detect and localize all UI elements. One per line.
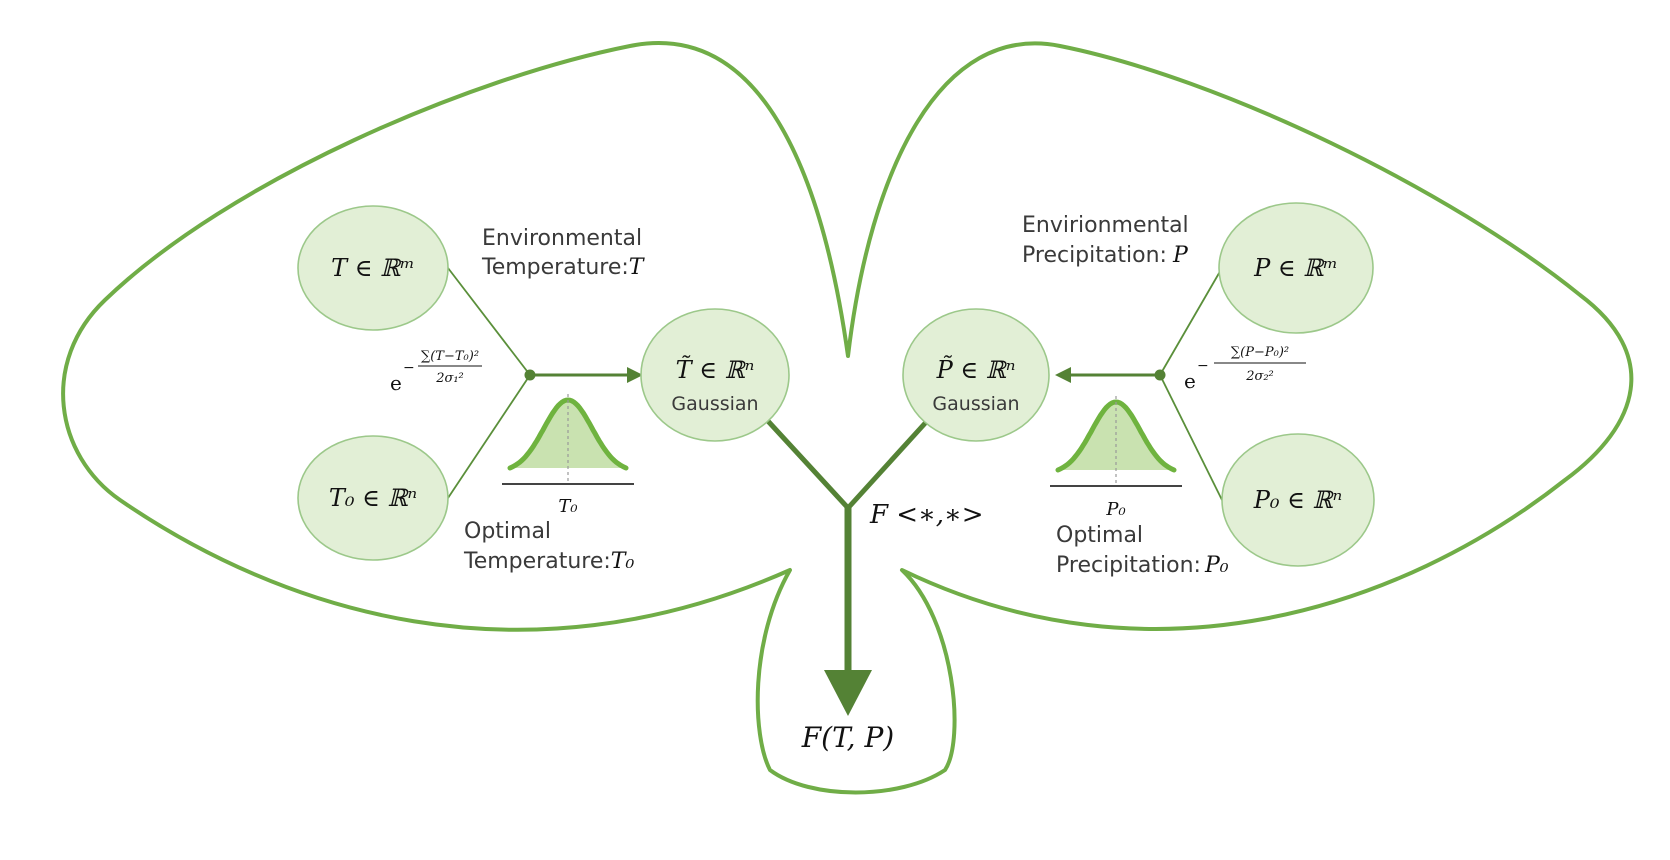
precipitation-gaussian-curve — [1050, 396, 1182, 487]
node-t-gauss — [640, 308, 790, 442]
precip-formula-minus: − — [1197, 358, 1209, 374]
opt-precip-label-line1: Optimal — [1056, 523, 1143, 548]
precip-formula-e: e — [1184, 369, 1196, 393]
connector-t-env — [447, 267, 531, 376]
opt-temp-label-line2: Temperature:T₀ — [463, 549, 634, 574]
precip-formula-denominator: 2σ₂² — [1245, 369, 1274, 384]
combine-operator: F <∗,∗> — [869, 500, 983, 530]
node-t-env-text: T ∈ ℝᵐ — [331, 254, 415, 282]
opt-temp-label-line1: Optimal — [464, 519, 551, 544]
node-p-gauss — [902, 308, 1050, 442]
temp-curve-axis-label: T₀ — [558, 496, 577, 517]
node-p-env — [1218, 202, 1374, 334]
node-p-gauss-sub: Gaussian — [932, 393, 1019, 415]
node-p-opt — [1221, 433, 1375, 567]
node-p-env-text: P ∈ ℝᵐ — [1253, 254, 1338, 282]
temperature-gaussian-curve — [502, 394, 634, 485]
temp-bell-fill — [510, 400, 626, 468]
env-precip-label-line1: Envirionmental — [1022, 213, 1189, 238]
node-t-gauss-sub: Gaussian — [671, 393, 758, 415]
temp-formula-denominator: 2σ₁² — [435, 371, 464, 386]
arrowhead-p-gauss — [1055, 367, 1071, 383]
arrowhead-t-gauss — [627, 367, 643, 383]
leaf-outline — [61, 41, 1634, 795]
env-temp-label-line1: Environmental — [482, 226, 642, 251]
temp-formula-minus: − — [403, 360, 415, 376]
node-p-gauss-text: P̃ ∈ ℝⁿ — [936, 356, 1016, 384]
precip-curve-axis-label: P₀ — [1105, 499, 1125, 520]
env-temp-label-line2: Temperature:T — [481, 255, 646, 280]
node-p-opt-text: P₀ ∈ ℝⁿ — [1253, 486, 1342, 514]
branch-right — [846, 418, 930, 510]
precip-formula-numerator: ∑(P−P₀)² — [1231, 345, 1289, 360]
node-t-opt-text: T₀ ∈ ℝⁿ — [329, 484, 417, 512]
opt-precip-label-line2: Precipitation: P₀ — [1056, 553, 1229, 578]
branch-left — [765, 418, 850, 510]
temp-formula-numerator: ∑(T−T₀)² — [421, 349, 479, 364]
connector-p-opt — [1159, 374, 1223, 501]
connector-p-env — [1159, 267, 1223, 376]
output-function: F(T, P) — [801, 721, 894, 754]
node-t-opt — [297, 435, 449, 561]
temp-formula-e: e — [390, 371, 402, 395]
node-t-gauss-text: T̃ ∈ ℝⁿ — [676, 356, 755, 384]
junction-dot-temp — [524, 369, 536, 381]
precip-bell-fill — [1058, 402, 1174, 470]
junction-dot-precip — [1154, 369, 1166, 381]
env-precip-label-line2: Precipitation: P — [1022, 243, 1189, 268]
output-arrowhead — [824, 670, 872, 716]
connector-t-opt — [447, 374, 531, 499]
node-t-env — [297, 205, 449, 331]
